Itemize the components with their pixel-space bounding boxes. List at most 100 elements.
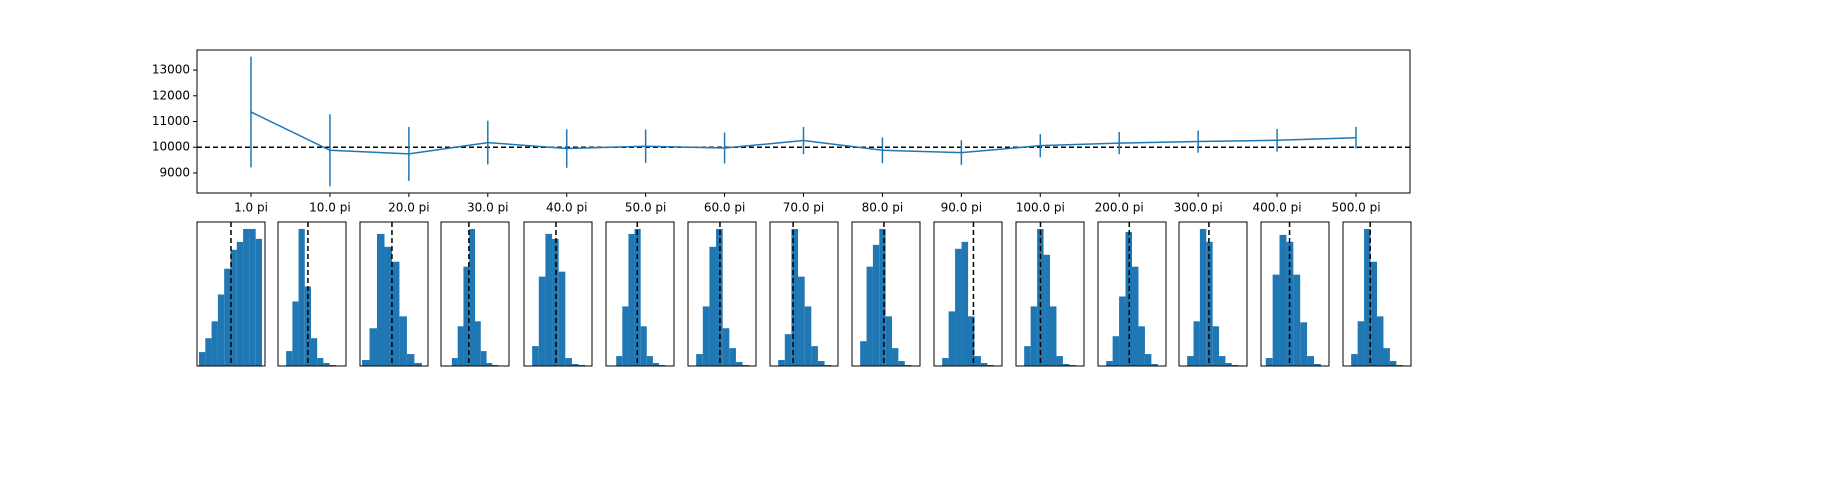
histogram-bar bbox=[486, 363, 493, 366]
x-tick-label: 500.0 pi bbox=[1331, 201, 1380, 215]
histogram-bar bbox=[811, 346, 818, 366]
histogram-bar bbox=[1144, 354, 1152, 366]
histogram-bar bbox=[968, 316, 975, 366]
histogram-bar bbox=[622, 306, 629, 366]
histogram-bar bbox=[475, 321, 481, 366]
histogram-bar bbox=[866, 266, 873, 366]
histogram-bar bbox=[640, 326, 647, 366]
histogram-bar bbox=[255, 238, 262, 366]
histogram-bar bbox=[384, 246, 392, 366]
x-tick-label: 200.0 pi bbox=[1095, 201, 1144, 215]
histogram-bar bbox=[571, 364, 579, 366]
histogram-bar bbox=[292, 301, 299, 366]
histogram-bar bbox=[205, 338, 212, 366]
x-tick-label: 40.0 pi bbox=[546, 201, 587, 215]
x-tick-label: 60.0 pi bbox=[704, 201, 745, 215]
histogram-bar bbox=[1351, 354, 1358, 366]
histogram-bar bbox=[955, 248, 962, 366]
histogram-bar bbox=[722, 328, 730, 366]
y-tick-label: 9000 bbox=[159, 165, 190, 179]
histogram-bar bbox=[860, 341, 867, 366]
histogram-bar bbox=[1307, 356, 1314, 366]
histogram-bar bbox=[1132, 266, 1139, 366]
x-tick-label: 70.0 pi bbox=[783, 201, 824, 215]
histogram-bar bbox=[317, 358, 324, 366]
histogram-bar bbox=[1293, 274, 1301, 366]
axes-frame bbox=[440, 221, 510, 367]
histogram-bar bbox=[414, 363, 422, 366]
histogram-bar bbox=[369, 328, 377, 366]
y-tick-label: 12000 bbox=[152, 88, 190, 102]
histogram-bar bbox=[286, 351, 293, 366]
histogram-bar bbox=[942, 358, 949, 366]
histogram-bar bbox=[1300, 322, 1308, 366]
y-tick-label: 13000 bbox=[152, 63, 190, 77]
histogram-bar bbox=[798, 276, 805, 366]
x-tick-label: 30.0 pi bbox=[467, 201, 508, 215]
histogram-bar bbox=[558, 271, 566, 366]
histogram-bar bbox=[702, 306, 710, 366]
histogram-bar bbox=[1377, 316, 1384, 366]
histogram-bar bbox=[974, 356, 981, 366]
histogram-bar bbox=[457, 326, 464, 366]
x-tick-label: 20.0 pi bbox=[388, 201, 429, 215]
histogram-bar bbox=[211, 321, 218, 366]
axes-frame bbox=[1097, 221, 1167, 367]
histogram-bar bbox=[696, 354, 703, 366]
histogram-bar bbox=[377, 233, 385, 366]
histogram-bar bbox=[898, 361, 905, 366]
histogram-bar bbox=[980, 363, 988, 366]
histogram-bar bbox=[1389, 361, 1397, 366]
y-tick-label: 11000 bbox=[152, 114, 190, 128]
y-tick-label: 10000 bbox=[152, 140, 190, 154]
histogram-bar bbox=[1199, 228, 1207, 366]
histogram-bar bbox=[236, 241, 244, 366]
histogram-bar bbox=[1187, 356, 1194, 366]
histogram-bar bbox=[1212, 326, 1220, 366]
histogram-bar bbox=[1056, 356, 1063, 366]
histogram-bar bbox=[729, 348, 736, 366]
axes-frame bbox=[933, 221, 1003, 367]
histogram-bar bbox=[628, 233, 635, 366]
histogram-bar bbox=[1219, 356, 1226, 366]
histogram-bar bbox=[545, 233, 553, 366]
histogram-bar bbox=[399, 316, 407, 366]
histogram-bar bbox=[217, 294, 225, 366]
histogram-bar bbox=[1024, 346, 1031, 366]
x-tick-label: 90.0 pi bbox=[941, 201, 982, 215]
axes-frame bbox=[1260, 221, 1330, 367]
histogram-bar bbox=[532, 346, 539, 366]
x-tick-label: 300.0 pi bbox=[1174, 201, 1223, 215]
histogram-bar bbox=[879, 228, 886, 366]
histogram-bar bbox=[1370, 261, 1377, 366]
histogram-bar bbox=[362, 360, 370, 366]
axes-frame bbox=[687, 221, 757, 367]
histogram-bar bbox=[778, 360, 785, 366]
histogram-bar bbox=[817, 361, 825, 366]
histogram-bar bbox=[1030, 306, 1038, 366]
histogram-bar bbox=[872, 244, 880, 366]
x-tick-label: 1.0 pi bbox=[234, 201, 268, 215]
histogram-bar bbox=[391, 261, 400, 366]
x-tick-label: 50.0 pi bbox=[625, 201, 666, 215]
x-tick-label: 80.0 pi bbox=[862, 201, 903, 215]
x-tick-label: 100.0 pi bbox=[1016, 201, 1065, 215]
histogram-bar bbox=[198, 352, 206, 366]
histogram-bar bbox=[249, 228, 256, 366]
histogram-bar bbox=[1106, 361, 1113, 366]
histogram-bar bbox=[224, 268, 231, 366]
axes-frame bbox=[1178, 221, 1248, 367]
x-tick-label: 10.0 pi bbox=[309, 201, 350, 215]
histogram-bar bbox=[885, 316, 893, 366]
histogram-bar bbox=[1265, 358, 1273, 366]
axes-frame bbox=[1342, 221, 1412, 367]
histogram-bar bbox=[1279, 234, 1287, 366]
histogram-bar bbox=[1119, 296, 1126, 366]
axes-frame bbox=[605, 221, 675, 367]
histogram-bar bbox=[538, 276, 546, 366]
axes-frame bbox=[769, 221, 839, 367]
histogram-bar bbox=[948, 311, 956, 366]
axes-frame bbox=[277, 221, 347, 367]
histogram-bar bbox=[1383, 348, 1390, 366]
